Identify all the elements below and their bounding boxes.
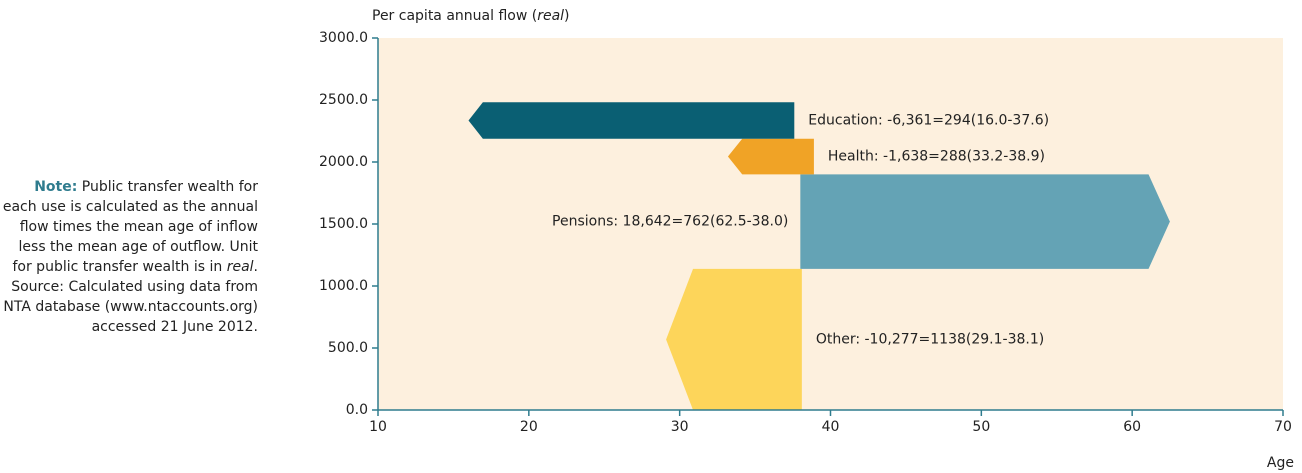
note-italic: real [226,259,254,275]
flow-arrow [468,102,795,139]
y-tick-label: 1000.0 [319,278,368,294]
y-tick-label: 500.0 [328,340,368,356]
note-text: Public transfer wealth for each use is c… [2,179,258,275]
x-tick-label: 70 [1274,419,1292,435]
x-axis-title: Age [1267,455,1294,471]
x-tick-label: 30 [671,419,689,435]
y-axis-title: Per capita annual flow (real) [372,8,570,24]
x-tick-label: 10 [369,419,387,435]
y-tick-label: 3000.0 [319,30,368,46]
note-text: . Source: Calculated using data from NTA… [3,259,258,335]
y-tick-label: 1500.0 [319,216,368,232]
y-tick-label: 2000.0 [319,154,368,170]
flow-arrow [727,138,814,175]
flow-arrow [800,174,1170,269]
arrow-label: Other: -10,277=1138(29.1-38.1) [816,331,1044,347]
note-lead: Note: [34,179,78,195]
x-tick-label: 50 [972,419,990,435]
y-title-part: real [537,8,564,24]
y-title-part: Per capita annual flow ( [372,8,537,24]
x-tick-label: 60 [1123,419,1141,435]
arrow-label: Education: -6,361=294(16.0-37.6) [808,112,1049,128]
note: Note: Public transfer wealth for each us… [0,177,258,337]
y-tick-label: 0.0 [346,402,368,418]
x-tick-label: 40 [822,419,840,435]
arrow-label: Health: -1,638=288(33.2-38.9) [828,149,1045,165]
arrow-label: Pensions: 18,642=762(62.5-38.0) [552,214,788,230]
flow-arrow [666,268,802,410]
x-tick-label: 20 [520,419,538,435]
y-title-part: ) [564,8,569,24]
y-tick-label: 2500.0 [319,92,368,108]
